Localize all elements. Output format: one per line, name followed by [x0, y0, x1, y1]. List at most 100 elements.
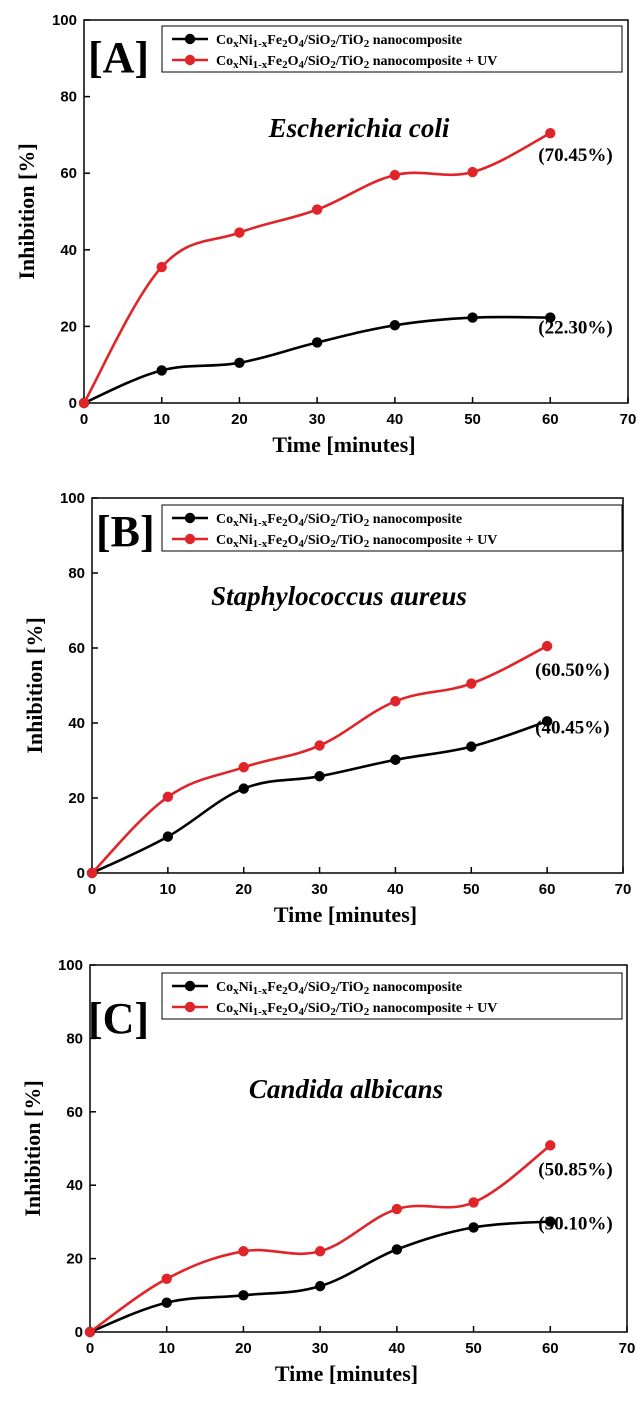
x-axis-title: Time [minutes]	[274, 902, 417, 927]
data-point	[545, 1140, 556, 1151]
y-axis-title: Inhibition [%]	[14, 143, 39, 279]
data-point	[156, 365, 167, 376]
data-point	[545, 127, 556, 139]
legend-label: CoxNi1-xFe2O4/SiO2/TiO2 nanocomposite	[216, 33, 462, 50]
legend-box	[161, 972, 623, 1020]
legend-label: CoxNi1-xFe2O4/SiO2/TiO2 nanocomposite + …	[216, 533, 497, 550]
data-point	[162, 831, 174, 842]
legend-swatch-marker	[184, 512, 196, 524]
data-point	[391, 1244, 403, 1255]
y-tick-label: 20	[68, 790, 85, 807]
y-tick-label: 80	[60, 89, 77, 106]
data-point	[314, 740, 325, 751]
data-point	[238, 783, 249, 794]
data-point	[391, 1203, 403, 1215]
data-point	[314, 1246, 326, 1257]
y-tick-label: 60	[60, 165, 77, 182]
data-point	[84, 1326, 96, 1338]
data-point	[162, 791, 174, 803]
x-tick-label: 50	[464, 411, 481, 428]
data-label: (60.50%)	[535, 660, 609, 681]
data-point	[78, 397, 90, 409]
legend-label: CoxNi1-xFe2O4/SiO2/TiO2 nanocomposite	[216, 980, 462, 997]
x-tick-label: 60	[542, 411, 559, 428]
y-tick-label: 80	[68, 565, 85, 582]
data-point	[238, 1290, 249, 1301]
x-axis-title: Time [minutes]	[275, 1361, 418, 1386]
data-point	[466, 678, 477, 689]
x-tick-label: 40	[387, 881, 404, 898]
chart-panel-b: 0 20 40 60 80 100 0 10 20 30 40 50 60 70 Time [minutes…	[0, 470, 638, 940]
panel-label: [A]	[88, 33, 149, 82]
x-tick-label: 60	[542, 1340, 559, 1357]
chart-subtitle: Candida albicans	[249, 1074, 443, 1104]
data-point	[467, 166, 478, 178]
data-point	[156, 261, 167, 273]
x-tick-label: 30	[311, 881, 328, 898]
x-tick-label: 70	[620, 411, 637, 428]
x-tick-label: 70	[615, 881, 632, 898]
data-point	[234, 227, 245, 238]
x-tick-label: 0	[80, 411, 88, 428]
legend-swatch-marker	[184, 33, 196, 45]
y-tick-label: 40	[60, 242, 77, 259]
panel-label: [B]	[96, 507, 155, 556]
y-tick-label: 0	[77, 865, 85, 882]
chart-svg-a: 0 20 40 60 80 100 0 10 20 30 40 50 60 70 Time [minutes…	[14, 12, 637, 457]
data-point	[314, 771, 325, 782]
series-line-nanocomposite-uv	[91, 644, 548, 874]
data-point	[389, 169, 401, 181]
x-tick-label: 20	[235, 1340, 252, 1357]
legend-swatch-marker	[184, 54, 196, 66]
data-point	[161, 1273, 172, 1284]
legend-label: CoxNi1-xFe2O4/SiO2/TiO2 nanocomposite	[216, 512, 462, 529]
legend-swatch-marker	[184, 533, 196, 545]
chart-panel-c: 0 20 40 60 80 100 0 10 20 30 40 50 60 70 Time [minutes…	[0, 940, 638, 1406]
data-point	[311, 204, 323, 215]
x-tick-label: 10	[158, 1340, 175, 1357]
y-axis-title: Inhibition [%]	[22, 617, 47, 753]
plot-frame	[91, 497, 624, 874]
data-point	[468, 1222, 479, 1233]
data-point	[467, 312, 478, 323]
x-tick-label: 10	[153, 411, 170, 428]
chart-subtitle: Escherichia coli	[268, 113, 450, 143]
y-tick-label: 60	[68, 640, 85, 657]
data-label: (30.10%)	[538, 1214, 612, 1235]
data-point	[541, 716, 553, 727]
data-point	[311, 337, 323, 348]
x-tick-label: 20	[231, 411, 248, 428]
data-point	[545, 312, 556, 323]
data-point	[466, 741, 477, 752]
panel-label: [C]	[88, 994, 149, 1043]
y-tick-label: 100	[60, 490, 85, 507]
legend-swatch-marker	[184, 1001, 196, 1013]
y-tick-label: 40	[68, 715, 85, 732]
x-tick-label: 0	[86, 1340, 94, 1357]
x-tick-label: 60	[539, 881, 556, 898]
legend-label: CoxNi1-xFe2O4/SiO2/TiO2 nanocomposite + …	[216, 1001, 497, 1018]
y-tick-label: 20	[66, 1251, 83, 1268]
legend-label: CoxNi1-xFe2O4/SiO2/TiO2 nanocomposite + …	[216, 54, 497, 71]
legend-box	[161, 25, 623, 73]
data-point	[390, 696, 401, 707]
data-point	[238, 762, 249, 773]
data-point	[314, 1280, 326, 1292]
chart-svg-b: 0 20 40 60 80 100 0 10 20 30 40 50 60 70 Time [minutes…	[22, 490, 632, 927]
data-label: (22.30%)	[538, 318, 612, 339]
x-tick-label: 40	[387, 411, 404, 428]
series-line-nanocomposite	[89, 1220, 551, 1334]
x-tick-label: 50	[463, 881, 480, 898]
x-tick-label: 70	[619, 1340, 636, 1357]
data-point	[86, 867, 98, 879]
chart-svg-c: 0 20 40 60 80 100 0 10 20 30 40 50 60 70 Time [minutes…	[20, 957, 636, 1386]
data-point	[161, 1297, 172, 1308]
legend-swatch-marker	[184, 980, 196, 992]
data-point	[545, 1216, 556, 1227]
x-tick-label: 20	[235, 881, 252, 898]
x-axis-title: Time [minutes]	[272, 432, 415, 457]
y-tick-label: 100	[58, 957, 83, 974]
data-label: (70.45%)	[538, 145, 612, 166]
x-tick-label: 10	[160, 881, 177, 898]
plot-frame	[89, 964, 628, 1333]
